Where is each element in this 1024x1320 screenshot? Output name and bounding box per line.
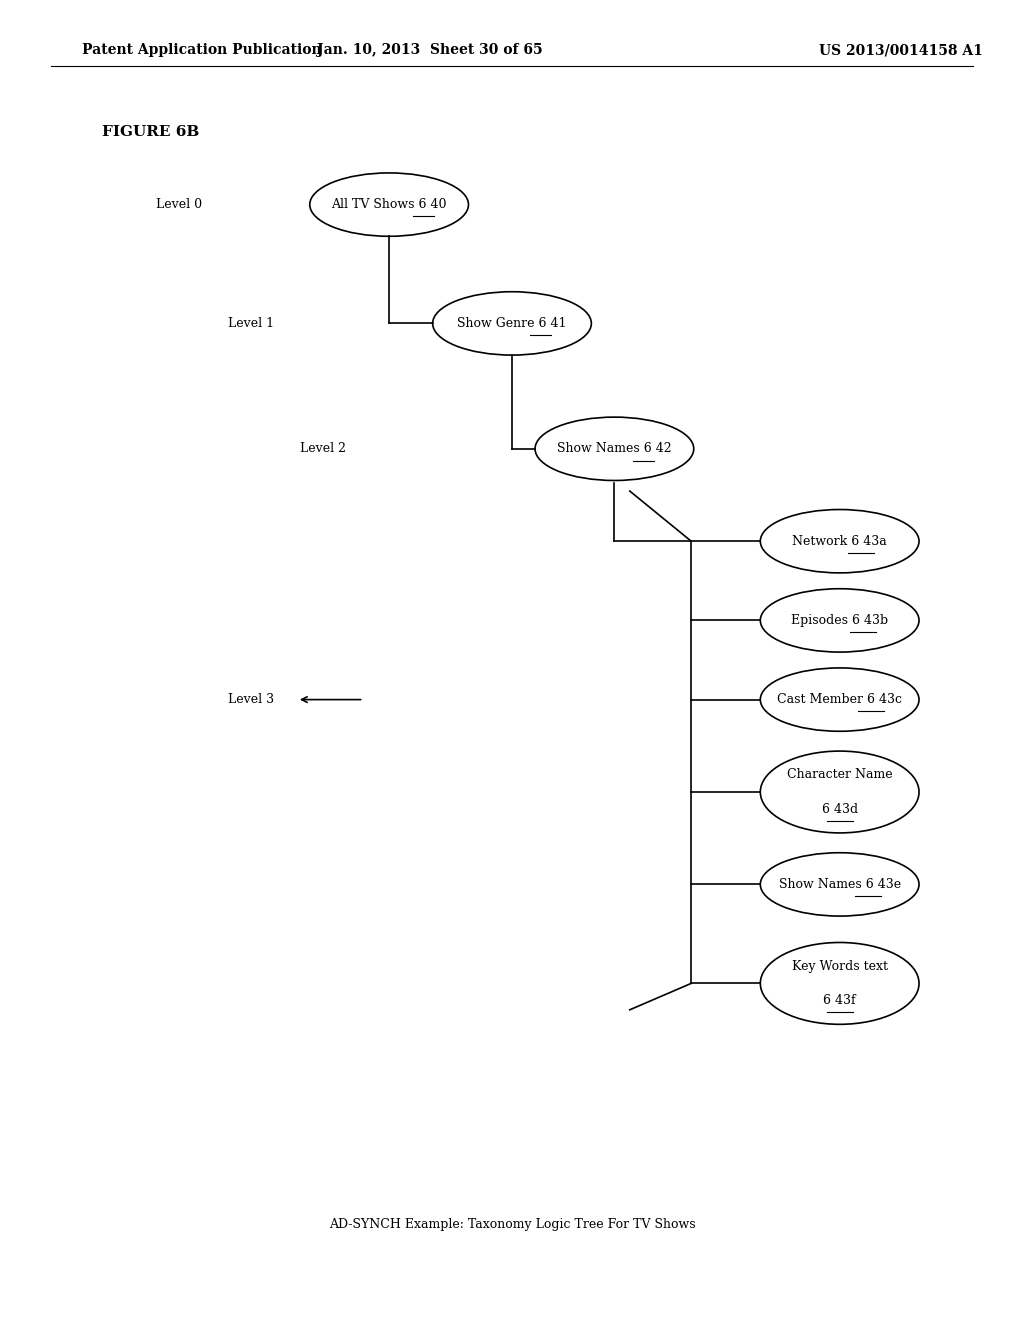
Text: Key Words text: Key Words text [792, 960, 888, 973]
Text: Jan. 10, 2013  Sheet 30 of 65: Jan. 10, 2013 Sheet 30 of 65 [317, 44, 543, 57]
Text: 6 43d: 6 43d [821, 803, 858, 816]
Text: Character Name: Character Name [786, 768, 893, 781]
Text: US 2013/0014158 A1: US 2013/0014158 A1 [819, 44, 983, 57]
Text: Level 3: Level 3 [227, 693, 274, 706]
Text: Level 0: Level 0 [156, 198, 203, 211]
Text: Episodes 6 43b: Episodes 6 43b [792, 614, 888, 627]
Text: Patent Application Publication: Patent Application Publication [82, 44, 322, 57]
Text: Show Genre 6 41: Show Genre 6 41 [458, 317, 566, 330]
Text: All TV Shows 6 40: All TV Shows 6 40 [332, 198, 446, 211]
Text: AD-SYNCH Example: Taxonomy Logic Tree For TV Shows: AD-SYNCH Example: Taxonomy Logic Tree Fo… [329, 1218, 695, 1232]
Text: Show Names 6 43e: Show Names 6 43e [778, 878, 901, 891]
Text: 6 43f: 6 43f [823, 994, 856, 1007]
Text: Network 6 43a: Network 6 43a [793, 535, 887, 548]
Text: FIGURE 6B: FIGURE 6B [102, 125, 200, 139]
Text: Level 2: Level 2 [300, 442, 345, 455]
Text: Level 1: Level 1 [227, 317, 274, 330]
Text: Show Names 6 42: Show Names 6 42 [557, 442, 672, 455]
Text: Cast Member 6 43c: Cast Member 6 43c [777, 693, 902, 706]
